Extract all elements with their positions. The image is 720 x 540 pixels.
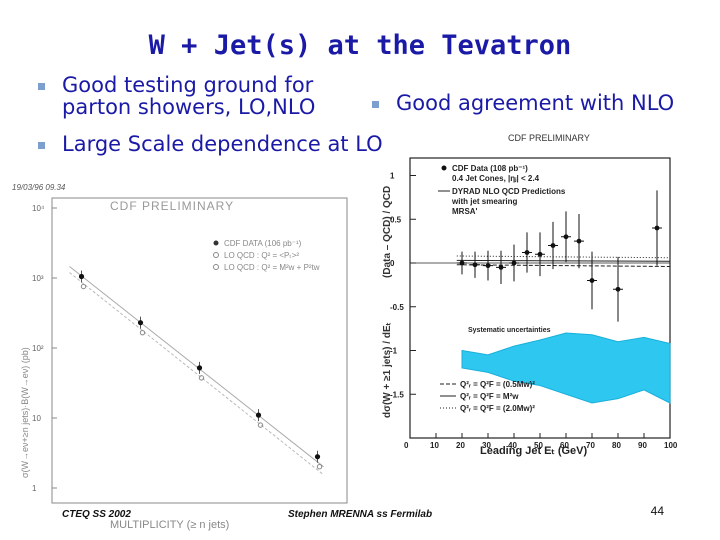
y-axis-label-2: dσ(W + ≥1 jets) / dEₜ [382,322,393,418]
legend-lo2-marker [213,264,219,270]
footer-event: CTEQ SS 2002 [62,509,131,520]
legend-entry: Q²ᵣ = Q²F = (0.5Mw)² [460,380,535,389]
legend-entry: with jet smearing [451,197,517,206]
y-tick-label: -1.5 [390,390,404,399]
scale-line [456,255,671,259]
bullet-square-icon [38,142,45,149]
plot-frame [51,197,348,504]
data-point [576,238,582,244]
bullet-text: Good agreement with NLO [396,91,675,115]
legend-entry: Q²ᵣ = Q²F = M²w [460,392,519,401]
lo-qcd-point [139,329,146,336]
band-label: Systematic uncertainties [468,327,551,334]
data-point [654,225,660,231]
bullet-text-line2: parton showers, LO,NLO [62,95,316,119]
x-tick-label: 100 [664,441,678,450]
x-tick-label: 0 [404,441,409,450]
lo-qcd-point [316,463,323,470]
y-tick-label: 10⁴ [32,204,45,213]
bullet-nlo-agreement: Good agreement with NLO [372,92,674,114]
x-tick-label: 40 [508,441,517,450]
data-point [498,264,504,270]
chart-title: CDF PRELIMINARY [110,199,234,213]
data-point [511,260,517,266]
legend-data-marker [213,240,219,246]
lo-qcd-line [69,266,324,468]
legend-entry: CDF DATA (106 pb⁻¹) [224,239,302,248]
data-point [137,320,144,326]
y-tick-label: 1 [390,172,395,181]
chart-timestamp: 19/03/96 09.34 [12,183,66,192]
legend-entry: CDF Data (108 pb⁻¹) [452,164,528,173]
y-tick-label: 10³ [32,274,44,283]
legend-entry: MRSA' [452,207,478,216]
legend-entry: DYRAD NLO QCD Predictions [452,187,566,196]
jet-et-chart: CDF PRELIMINARY (Data – QCD) / QCD dσ(W … [382,133,678,457]
legend-entry: LO QCD : Q² = <Pₜ>² [224,251,299,260]
x-tick-label: 90 [638,441,647,450]
systematic-uncertainty-band [461,332,671,404]
lo-qcd-line-2 [69,272,324,476]
y-tick-label: 10² [32,344,44,353]
slide-title: W + Jet(s) at the Tevatron [148,30,572,61]
y-tick-label: -0.5 [390,303,404,312]
data-point [472,262,478,268]
x-tick-label: 60 [560,441,569,450]
y-tick-label: 0.5 [390,215,402,224]
data-point [550,243,556,248]
data-point [314,454,321,460]
y-axis-label: σ(W→eν+≥n jets)·B(W→eν) (pb) [20,347,30,478]
y-tick-label: 0 [390,259,395,268]
bullet-scale-dependence: Large Scale dependence at LO [38,133,383,155]
x-tick-label: 50 [534,441,543,450]
data-point [459,260,465,266]
legend-lo1-marker [213,252,219,258]
x-tick-label: 30 [482,441,491,450]
data-point [537,251,543,257]
bullet-text-line1: Good testing ground for [62,73,314,97]
data-point [615,286,621,292]
data-point [255,412,262,418]
y-axis-label: (Data – QCD) / QCD [382,186,393,278]
data-point [78,273,85,280]
lo-qcd-point [80,283,87,290]
data-point [563,234,569,240]
data-point [485,263,491,269]
x-axis-label: MULTIPLICITY (≥ n jets) [110,519,229,531]
data-point [589,278,595,283]
legend-entry: 0.4 Jet Cones, |ηⱼ| < 2.4 [452,174,540,183]
x-tick-label: 20 [456,441,465,450]
footer-author: Stephen MRENNA ss Fermilab [288,509,433,520]
x-tick-label: 10 [430,441,439,450]
x-tick-label: 70 [586,441,595,450]
bullet-square-icon [38,83,45,90]
scale-line [456,259,671,262]
legend-data-marker [441,165,447,171]
page-number: 44 [650,504,664,518]
data-point [196,365,203,371]
bullet-text: Large Scale dependence at LO [62,132,383,156]
lo-qcd-point [257,422,264,428]
legend-entry: Q²ᵣ = Q²F = (2.0Mw)² [460,404,535,413]
y-tick-label: 10 [32,414,41,423]
bullet-parton-showers: Good testing ground for parton showers, … [38,74,315,118]
x-axis-label: Leading Jet Eₜ (GeV) [480,445,587,457]
scale-line [456,264,671,267]
chart-title: CDF PRELIMINARY [508,133,590,143]
y-tick-label: 1 [32,484,37,493]
legend-entry: LO QCD : Q² = M²w + P²tw [224,263,320,272]
data-point [524,250,530,255]
multiplicity-chart: 19/03/96 09.34 CDF PRELIMINARY σ(W→eν+≥n… [12,183,348,531]
y-tick-label: -1 [390,347,398,356]
lo-qcd-point [198,375,205,381]
bullet-square-icon [372,101,379,108]
x-tick-label: 80 [612,441,621,450]
